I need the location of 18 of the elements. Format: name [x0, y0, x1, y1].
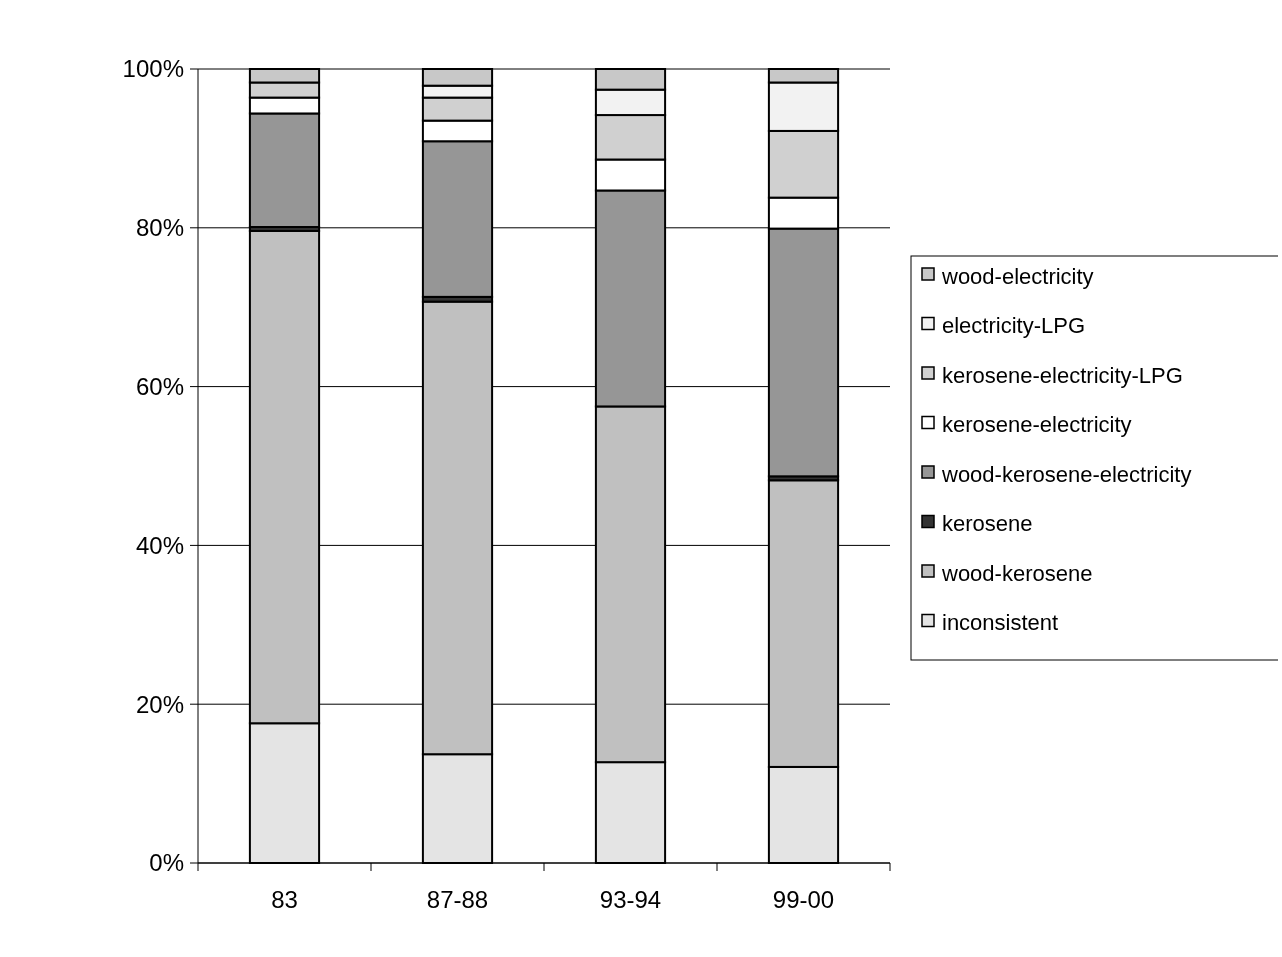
x-tick-label: 99-00	[772, 886, 835, 913]
y-tick-label: 80%	[135, 214, 184, 242]
y-tick-label: 20%	[135, 690, 184, 718]
legend-label: wood-kerosene-electricity	[941, 461, 1192, 487]
legend-label: kerosene	[942, 511, 1033, 537]
legend-label: electricity-LPG	[942, 313, 1086, 339]
x-tick-label: 83	[271, 886, 298, 913]
y-tick-label: 0%	[149, 849, 184, 877]
y-tick-label: 60%	[135, 373, 184, 400]
legend-label: wood-electricity	[941, 263, 1094, 289]
x-tick-label: 87-88	[426, 886, 489, 913]
legend-label: kerosene-electricity-LPG	[942, 362, 1183, 388]
x-tick-label: 93-94	[599, 886, 662, 913]
y-tick-label: 100%	[122, 55, 184, 83]
y-tick-label: 40%	[135, 531, 184, 559]
legend-label: wood-kerosene	[941, 560, 1093, 586]
legend-label: kerosene-electricity	[942, 412, 1132, 438]
legend-label: inconsistent	[942, 610, 1059, 636]
